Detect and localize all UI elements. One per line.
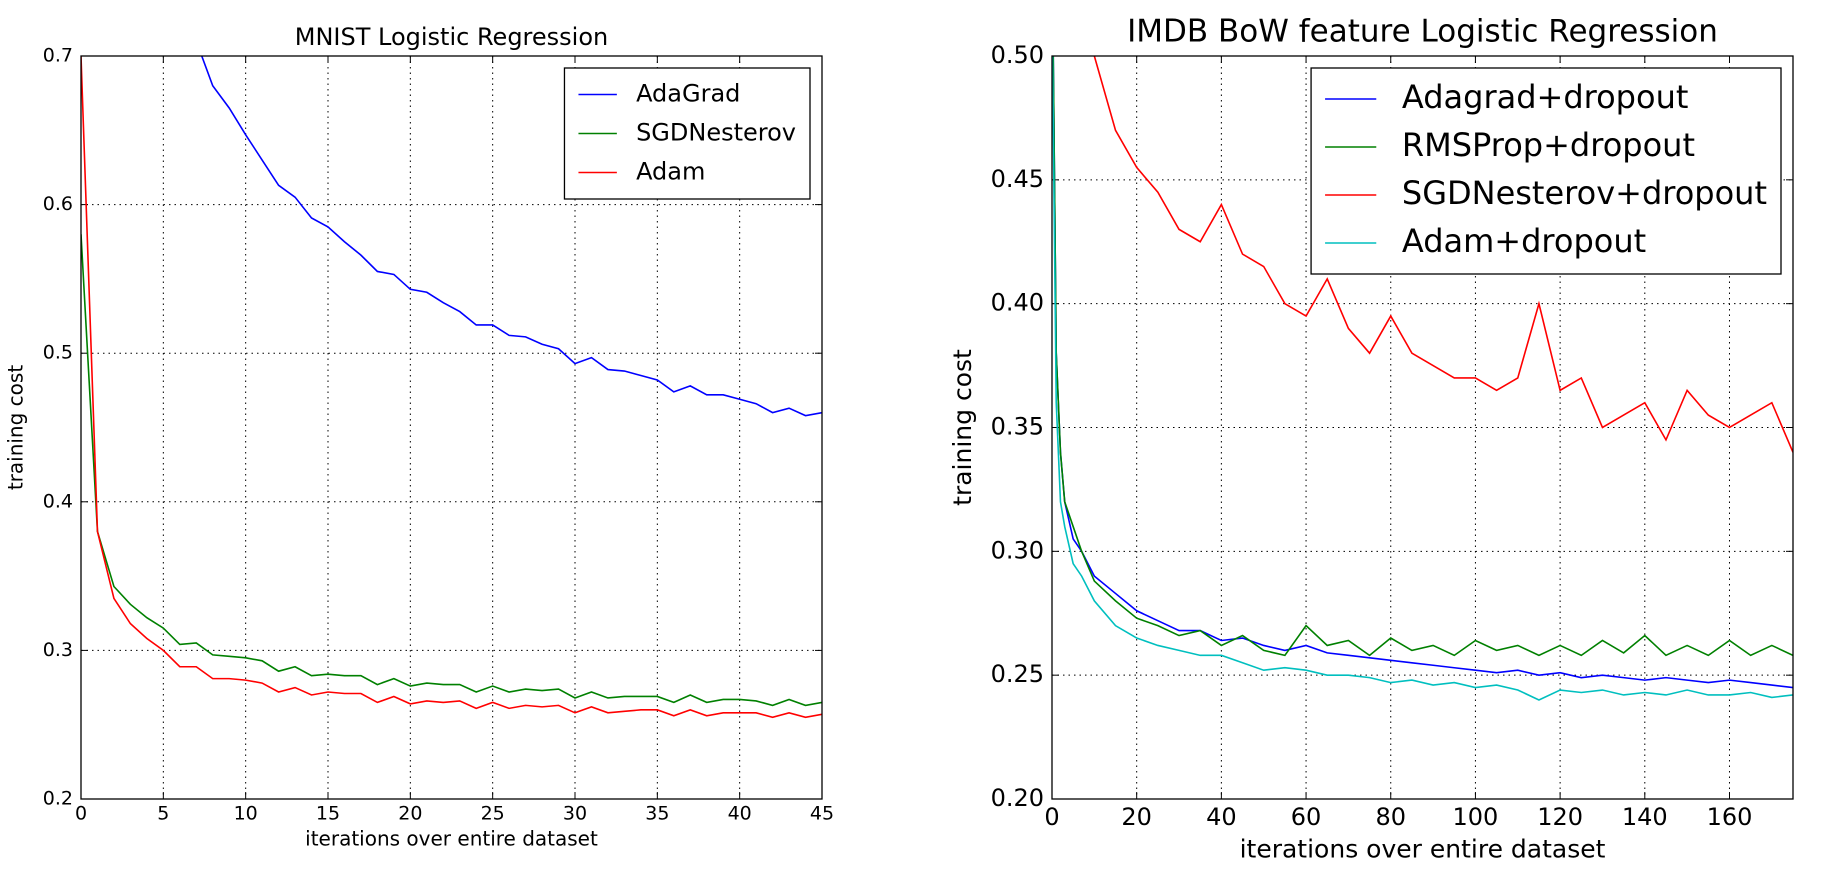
x-tick-label: 15	[316, 803, 340, 825]
series-line	[200, 56, 822, 417]
y-tick-label: 0.20	[991, 784, 1044, 812]
chart-title: IMDB BoW feature Logistic Regression	[1127, 13, 1718, 49]
y-tick-label: 0.4	[43, 490, 73, 512]
series-line	[1093, 56, 1793, 453]
x-tick-label: 20	[398, 803, 422, 825]
x-tick-label: 160	[1707, 803, 1753, 831]
legend-label: Adam	[636, 158, 705, 186]
legend: Adagrad+dropout RMSProp+dropout SGDNestero…	[1310, 67, 1782, 275]
x-tick-label: 25	[481, 803, 505, 825]
series-line	[81, 56, 822, 719]
legend-label: SGDNesterov+dropout	[1402, 174, 1767, 212]
x-axis-label: iterations over entire dataset	[1240, 835, 1606, 864]
y-tick-label: 0.3	[43, 639, 73, 661]
legend-box	[1310, 67, 1782, 275]
legend-label: AdaGrad	[636, 80, 740, 108]
x-tick-label: 10	[234, 803, 258, 825]
x-tick-label: 20	[1121, 803, 1152, 831]
series-line	[1052, 56, 1793, 701]
x-tick-label: 40	[728, 803, 752, 825]
series-line	[81, 234, 822, 707]
y-tick-label: 0.30	[991, 536, 1044, 564]
series-line	[1052, 56, 1793, 689]
y-tick-label: 0.25	[991, 660, 1044, 688]
y-tick-label: 0.6	[43, 193, 73, 215]
x-tick-label: 100	[1453, 803, 1499, 831]
chart-title: MNIST Logistic Regression	[295, 23, 608, 51]
axes-frame	[80, 55, 823, 800]
legend-label: SGDNesterov	[636, 119, 796, 147]
x-tick-label: 40	[1206, 803, 1237, 831]
x-tick-label: 80	[1375, 803, 1406, 831]
y-tick-label: 0.5	[43, 342, 73, 364]
y-axis-label: training cost	[948, 349, 977, 506]
x-tick-label: 120	[1537, 803, 1583, 831]
x-tick-label: 0	[1044, 803, 1059, 831]
series-line	[1052, 56, 1793, 657]
x-tick-label: 5	[157, 803, 169, 825]
y-tick-label: 0.40	[991, 289, 1044, 317]
y-tick-label: 0.45	[991, 165, 1044, 193]
x-tick-label: 60	[1291, 803, 1322, 831]
x-tick-label: 0	[75, 803, 87, 825]
x-axis-label: iterations over entire dataset	[305, 827, 598, 851]
y-tick-label: 0.50	[991, 41, 1044, 69]
axes-frame	[1051, 55, 1794, 800]
legend-label: Adam+dropout	[1402, 222, 1646, 260]
legend-label: RMSProp+dropout	[1402, 126, 1695, 164]
plot-area	[1052, 56, 1793, 701]
x-tick-label: 30	[563, 803, 587, 825]
legend: AdaGrad SGDNesterov Adam	[563, 67, 811, 200]
y-tick-label: 0.35	[991, 413, 1044, 441]
legend-label: Adagrad+dropout	[1402, 78, 1689, 116]
y-tick-label: 0.2	[43, 788, 73, 810]
y-axis-label: training cost	[4, 365, 28, 490]
plot-area	[81, 56, 822, 719]
x-tick-label: 35	[645, 803, 669, 825]
x-tick-label: 45	[810, 803, 834, 825]
x-tick-label: 140	[1622, 803, 1668, 831]
y-tick-label: 0.7	[43, 45, 73, 67]
